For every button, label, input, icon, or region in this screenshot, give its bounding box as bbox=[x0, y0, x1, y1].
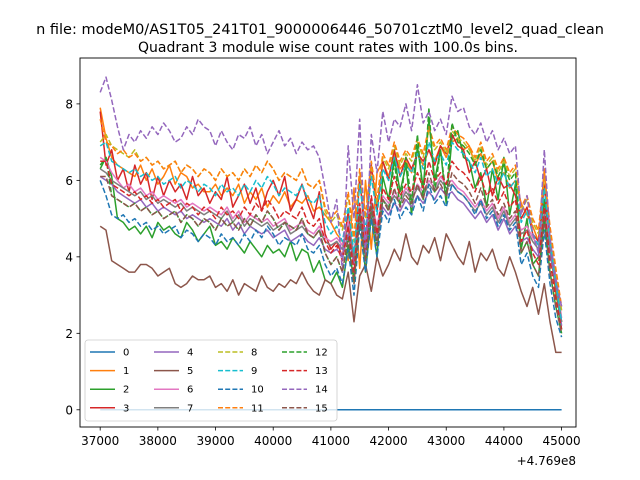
series-line-13 bbox=[100, 160, 563, 330]
x-tick-label: 42000 bbox=[369, 434, 407, 448]
series-line-9 bbox=[99, 141, 563, 322]
plot-frame bbox=[79, 57, 577, 428]
series-line-7 bbox=[99, 168, 563, 322]
legend-label-10: 10 bbox=[251, 385, 264, 396]
legend-label-5: 5 bbox=[187, 366, 193, 377]
legend-label-7: 7 bbox=[187, 403, 193, 414]
x-tick-label: 38000 bbox=[139, 434, 177, 448]
legend-label-12: 12 bbox=[315, 348, 328, 359]
x-tick-label: 39000 bbox=[196, 434, 234, 448]
legend-label-2: 2 bbox=[123, 385, 129, 396]
legend-label-8: 8 bbox=[251, 348, 257, 359]
legend-label-11: 11 bbox=[251, 403, 264, 414]
legend-label-9: 9 bbox=[251, 366, 257, 377]
legend-label-13: 13 bbox=[315, 366, 328, 377]
legend-frame bbox=[84, 339, 338, 422]
y-tick-label: 6 bbox=[65, 174, 73, 188]
series-line-15 bbox=[100, 171, 563, 334]
series-line-3 bbox=[99, 111, 563, 322]
series-line-6 bbox=[99, 156, 563, 319]
legend-label-14: 14 bbox=[315, 385, 328, 396]
legend-label-6: 6 bbox=[187, 385, 193, 396]
plot-series bbox=[99, 76, 563, 411]
legend-label-3: 3 bbox=[123, 403, 129, 414]
x-tick-label: 40000 bbox=[254, 434, 292, 448]
series-line-14 bbox=[99, 76, 563, 307]
legend-label-15: 15 bbox=[315, 403, 328, 414]
legend-label-4: 4 bbox=[187, 348, 193, 359]
series-line-11 bbox=[99, 119, 563, 307]
x-tick-label: 44000 bbox=[485, 434, 523, 448]
x-offset-text: +4.769e8 bbox=[517, 454, 576, 468]
y-tick-label: 8 bbox=[65, 97, 73, 111]
series-line-5 bbox=[99, 225, 562, 354]
y-tick-label: 2 bbox=[65, 327, 73, 341]
series-line-2 bbox=[99, 118, 563, 330]
x-tick-label: 45000 bbox=[542, 434, 580, 448]
x-axis: 37000 38000 39000 40000 41000 42000 43000 44000… bbox=[81, 427, 581, 448]
legend-label-0: 0 bbox=[123, 348, 129, 359]
series-line-8 bbox=[99, 129, 563, 311]
x-tick-label: 41000 bbox=[312, 434, 350, 448]
chart-title: Quadrant 3 module wise count rates with … bbox=[138, 40, 518, 56]
x-tick-label: 37000 bbox=[81, 434, 119, 448]
series-line-10 bbox=[99, 180, 563, 338]
figure-suptitle: n file: modeM0/AS1T05_241T01_9000006446_… bbox=[36, 22, 604, 38]
x-tick-label: 43000 bbox=[427, 434, 465, 448]
legend-label-1: 1 bbox=[123, 366, 129, 377]
y-axis: 0 2 4 6 8 bbox=[65, 97, 80, 417]
y-tick-label: 0 bbox=[65, 403, 73, 417]
y-tick-label: 4 bbox=[65, 250, 73, 264]
